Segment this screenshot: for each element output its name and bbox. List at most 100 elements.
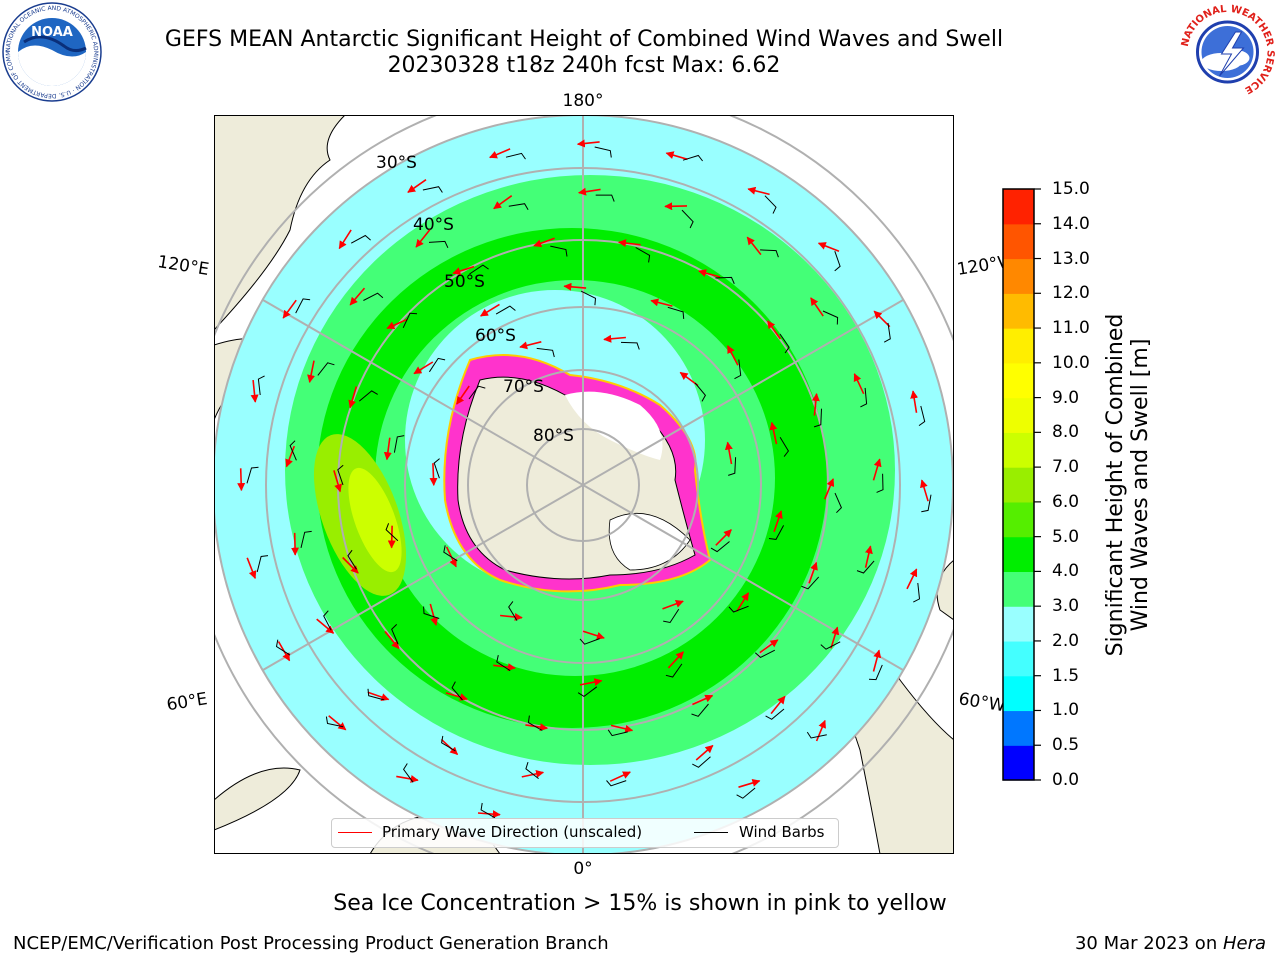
wind-barb (367, 688, 385, 701)
wave-direction-arrow (770, 695, 786, 715)
wave-direction-arrow (291, 532, 300, 556)
wind-barb (813, 408, 822, 428)
wave-direction-arrow (736, 592, 750, 612)
colorbar-title-line2: Wind Waves and Swell [m] (1128, 338, 1153, 632)
wave-direction-arrow (519, 341, 542, 350)
wave-direction-arrow (328, 715, 347, 731)
wave-direction-arrow (415, 229, 431, 248)
wave-direction-arrow (396, 775, 419, 783)
wave-direction-arrow (250, 380, 259, 403)
legend-wave-label: Primary Wave Direction (unscaled) (382, 823, 643, 841)
wind-barb (580, 290, 597, 306)
wind-barb (820, 641, 841, 650)
wave-direction-arrow (282, 299, 297, 319)
wave-direction-arrow (480, 303, 500, 317)
colorbar-tick-label: 13.0 (1052, 248, 1090, 269)
wind-barb (295, 298, 311, 314)
wind-barb (337, 464, 344, 486)
wind-barb (681, 209, 694, 229)
sea-ice-caption: Sea Ice Concentration > 15% is shown in … (333, 891, 947, 916)
noaa-logo: NATIONAL OCEANIC AND ATMOSPHERIC ADMINIS… (2, 2, 102, 102)
wave-direction-arrow (767, 320, 782, 340)
wind-barb (402, 763, 414, 783)
wind-barb (525, 761, 539, 779)
colorbar (1003, 188, 1041, 781)
colorbar-segment (1003, 710, 1034, 746)
wave-direction-arrow (582, 630, 605, 640)
wave-direction-arrow (873, 310, 891, 328)
wave-direction-arrow (383, 437, 392, 461)
legend-wave-swatch (338, 832, 372, 833)
colorbar-tick-label: 3.0 (1052, 596, 1080, 617)
wave-direction-arrow (342, 556, 359, 574)
nws-logo: NATIONAL WEATHER SERVICE (1178, 3, 1277, 101)
wind-barb (692, 756, 711, 768)
wind-barb (469, 264, 489, 275)
lat-label-30s: 30°S (376, 153, 417, 173)
wind-barb (834, 251, 841, 272)
colorbar-segment (1003, 397, 1034, 433)
wind-barb (856, 560, 875, 574)
wave-direction-arrow (307, 360, 315, 383)
wind-barb (358, 390, 378, 402)
wave-direction-arrow (452, 265, 475, 275)
wave-direction-arrow (384, 630, 400, 650)
wind-barb (754, 649, 776, 659)
wind-barb (667, 306, 685, 319)
footer-system: Hera (1222, 933, 1266, 954)
wind-barb (451, 681, 463, 701)
colorbar-tick-label: 15.0 (1052, 179, 1090, 199)
wind-barb (323, 610, 332, 631)
wave-direction-arrow (808, 561, 818, 584)
colorbar-tick-label: 1.5 (1052, 665, 1080, 686)
colorbar-tick-label: 14.0 (1052, 213, 1090, 234)
lat-label-80s: 80°S (533, 426, 574, 446)
colorbar-tick-label: 0.0 (1052, 770, 1080, 790)
wave-direction-arrow (338, 229, 352, 250)
lon-label-120e: 120°E (156, 252, 210, 280)
antarctica (443, 354, 712, 593)
wave-direction-arrow (759, 639, 779, 654)
wind-barb (246, 466, 259, 484)
colorbar-segment (1003, 223, 1034, 260)
wave-direction-arrow (237, 468, 246, 492)
wave-direction-arrow (456, 385, 470, 405)
wave-direction-arrow (715, 529, 732, 546)
wind-barb (607, 729, 628, 737)
wave-direction-arrow (872, 458, 882, 481)
wave-direction-arrow (348, 386, 358, 409)
chart-title: GEFS MEAN Antarctic Significant Height o… (164, 27, 1004, 52)
wind-barb (275, 639, 291, 656)
wind-barb (768, 525, 785, 540)
wind-barb (822, 310, 839, 325)
colorbar-tick-label: 1.0 (1052, 700, 1080, 721)
wind-barb (257, 375, 265, 396)
lon-label-180: 180° (563, 91, 604, 111)
wind-barb (422, 186, 443, 193)
wind-barb (391, 624, 399, 645)
wind-barb (736, 787, 756, 799)
wave-direction-arrow (367, 691, 390, 701)
colorbar-tick-label: 7.0 (1052, 457, 1080, 478)
noaa-wordmark: NOAA (31, 25, 73, 40)
wind-barb (779, 333, 790, 354)
wind-barb (443, 545, 458, 562)
wave-direction-arrow (563, 282, 587, 291)
wind-barb (385, 523, 399, 542)
wave-direction-arrow (872, 649, 882, 672)
wind-barb (918, 405, 926, 427)
wind-barb (691, 703, 709, 717)
wind-barb (505, 152, 526, 160)
legend-wind-swatch (694, 832, 728, 833)
wave-direction-arrow (387, 525, 396, 549)
colorbar-tick-label: 10.0 (1052, 352, 1090, 373)
wind-barb (876, 473, 884, 493)
wind-barb (496, 654, 511, 672)
wind-barb (620, 341, 640, 350)
wave-direction-arrow (920, 479, 929, 502)
colorbar-segment (1003, 501, 1034, 538)
wave-direction-arrow (576, 139, 600, 148)
wave-direction-arrow (618, 239, 641, 248)
wind-barb (715, 276, 735, 285)
